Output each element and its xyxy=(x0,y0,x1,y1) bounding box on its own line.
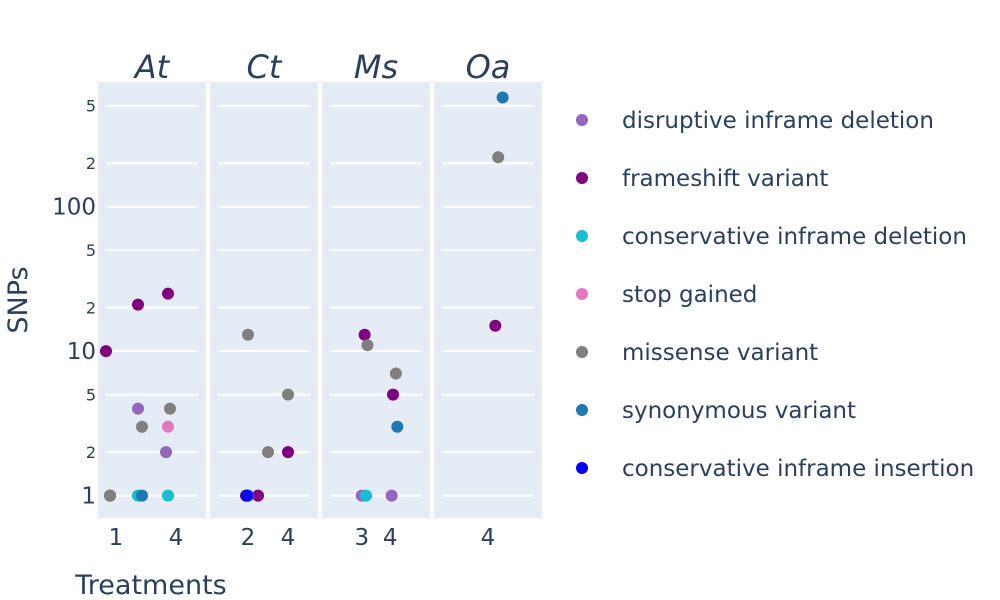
data-point xyxy=(282,388,294,401)
legend-item: stop gained xyxy=(576,282,757,308)
x-tick-label: 4 xyxy=(383,525,398,551)
data-point xyxy=(104,489,116,502)
data-point xyxy=(389,367,402,380)
data-point xyxy=(252,489,264,502)
facet-background xyxy=(434,82,542,518)
data-point xyxy=(496,91,509,104)
data-point xyxy=(361,339,374,352)
facet-title: Ms xyxy=(354,48,398,86)
data-point xyxy=(164,402,176,415)
data-point xyxy=(162,489,174,502)
y-tick-label: 100 xyxy=(52,195,96,221)
data-point xyxy=(100,345,112,358)
data-point xyxy=(360,489,373,502)
data-point xyxy=(387,388,400,401)
legend-item: frameshift variant xyxy=(576,166,828,192)
legend-item: conservative inframe insertion xyxy=(576,456,974,482)
legend-label: frameshift variant xyxy=(622,166,828,192)
x-axis-title: Treatments xyxy=(74,570,226,600)
data-point xyxy=(136,489,148,502)
facet-background xyxy=(210,82,318,518)
legend: disruptive inframe deletion frameshift va… xyxy=(576,108,974,482)
x-tick-label: 2 xyxy=(241,525,256,551)
facet-panel-ct: Ct 2 4 xyxy=(210,48,318,551)
legend-marker xyxy=(576,230,588,242)
legend-marker xyxy=(576,462,588,474)
legend-marker xyxy=(576,114,588,126)
facet-title: At xyxy=(133,48,171,86)
data-point xyxy=(162,420,174,433)
legend-item: synonymous variant xyxy=(576,398,856,424)
facet-title: Ct xyxy=(247,48,283,86)
data-point xyxy=(282,446,294,459)
data-point xyxy=(136,420,148,433)
x-tick-label: 4 xyxy=(481,525,496,551)
facet-panel-at: At 1 4 xyxy=(98,48,206,551)
facet-background xyxy=(98,82,206,518)
x-tick-label: 3 xyxy=(354,525,369,551)
facet-panel-ms: Ms 3 4 xyxy=(322,48,430,551)
facet-panel-oa: Oa 4 xyxy=(434,48,542,551)
legend-item: conservative inframe deletion xyxy=(576,224,967,250)
legend-marker xyxy=(576,404,588,416)
data-point xyxy=(358,328,371,341)
y-minor-tick-label: 5 xyxy=(86,97,96,116)
legend-label: conservative inframe insertion xyxy=(622,456,974,482)
data-point xyxy=(132,298,144,311)
legend-item: disruptive inframe deletion xyxy=(576,108,934,134)
data-point xyxy=(162,287,174,300)
legend-label: disruptive inframe deletion xyxy=(622,108,934,134)
data-point xyxy=(160,446,172,459)
facet-background xyxy=(322,82,430,518)
legend-label: synonymous variant xyxy=(622,398,856,424)
y-axis-title: SNPs xyxy=(3,266,34,333)
y-tick-label: 10 xyxy=(67,339,96,365)
y-axis: 1 10 100 2 5 2 5 2 5 xyxy=(52,97,96,510)
y-minor-tick-label: 2 xyxy=(86,443,96,462)
data-point xyxy=(242,328,254,341)
y-tick-label: 1 xyxy=(81,484,96,510)
data-point xyxy=(385,489,398,502)
x-tick-label: 4 xyxy=(281,525,296,551)
legend-label: stop gained xyxy=(622,282,757,308)
data-point xyxy=(391,420,404,433)
legend-marker xyxy=(576,346,588,358)
facet-title: Oa xyxy=(466,48,511,86)
x-tick-label: 1 xyxy=(109,525,124,551)
y-minor-tick-label: 2 xyxy=(86,154,96,173)
y-minor-tick-label: 5 xyxy=(86,241,96,260)
data-point xyxy=(262,446,274,459)
data-point xyxy=(241,489,253,502)
legend-label: missense variant xyxy=(622,340,818,366)
legend-item: missense variant xyxy=(576,340,818,366)
x-tick-label: 4 xyxy=(169,525,184,551)
legend-marker xyxy=(576,172,588,184)
y-minor-tick-label: 2 xyxy=(86,299,96,318)
data-point xyxy=(132,402,144,415)
legend-marker xyxy=(576,288,588,300)
data-point xyxy=(492,151,505,164)
y-minor-tick-label: 5 xyxy=(86,386,96,405)
legend-label: conservative inframe deletion xyxy=(622,224,967,250)
data-point xyxy=(489,319,502,332)
